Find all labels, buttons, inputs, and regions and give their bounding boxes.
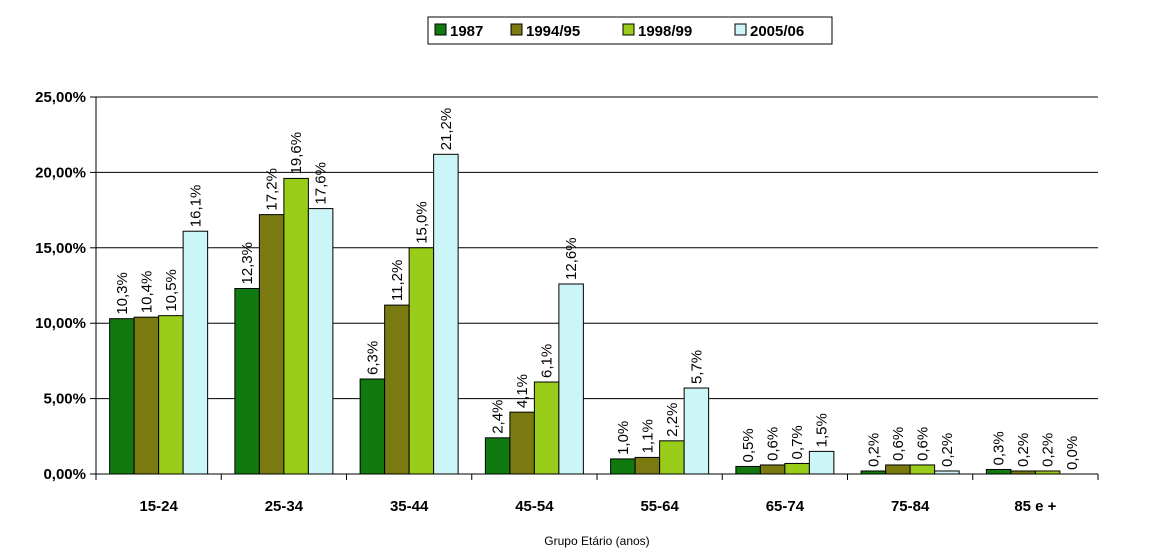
x-tick-label: 55-64 — [640, 498, 679, 515]
y-tick-label: 0,00% — [43, 466, 86, 483]
data-label: 0,2% — [865, 433, 882, 467]
data-label: 0,6% — [890, 427, 907, 461]
x-tick-label: 25-34 — [265, 498, 304, 515]
data-label: 12,6% — [563, 237, 580, 280]
data-label: 21,2% — [438, 108, 455, 151]
legend-label: 1998/99 — [638, 23, 692, 40]
data-label: 6,1% — [539, 344, 556, 378]
bar — [359, 378, 386, 475]
x-axis-title: Grupo Etário (anos) — [544, 534, 649, 548]
data-label: 11,2% — [389, 260, 406, 301]
bar — [283, 177, 309, 475]
bar — [408, 247, 435, 475]
bar — [683, 387, 710, 475]
data-label: 10,3% — [114, 272, 131, 315]
legend-swatch — [510, 23, 523, 36]
bar — [109, 318, 135, 475]
legend-label: 1987 — [450, 23, 483, 40]
bar — [533, 381, 560, 475]
data-label: 2,4% — [490, 400, 507, 434]
data-label: 10,4% — [138, 271, 155, 314]
bar — [558, 283, 584, 475]
bar — [659, 440, 685, 475]
bar — [1034, 470, 1061, 475]
data-label: 0,6% — [914, 427, 931, 461]
data-label: 0,2% — [1015, 433, 1032, 467]
bar — [860, 470, 887, 475]
data-label: 17,6% — [313, 162, 330, 205]
bar — [158, 315, 184, 475]
x-tick-label: 15-24 — [139, 498, 178, 515]
data-label: 2,2% — [664, 403, 681, 437]
y-tick-label: 20,00% — [35, 164, 86, 181]
bar — [784, 462, 810, 475]
bar — [133, 316, 160, 475]
data-label: 0,7% — [789, 425, 806, 459]
legend-swatch — [622, 23, 635, 36]
data-label: 0,0% — [1064, 436, 1081, 470]
bar — [307, 208, 334, 475]
bar — [384, 304, 410, 475]
x-tick-label: 35-44 — [390, 498, 429, 515]
data-label: 0,6% — [765, 427, 782, 461]
y-tick-label: 15,00% — [35, 240, 86, 257]
x-tick-label: 65-74 — [766, 498, 805, 515]
data-label: 0,5% — [740, 428, 757, 462]
x-tick-label: 75-84 — [891, 498, 930, 515]
y-tick-label: 25,00% — [35, 89, 86, 106]
bar — [484, 437, 511, 475]
bar — [808, 450, 835, 475]
data-label: 4,1% — [514, 374, 531, 408]
y-tick-label: 10,00% — [35, 315, 86, 332]
bar — [509, 411, 535, 475]
data-label: 16,1% — [187, 185, 204, 228]
data-label: 19,6% — [288, 132, 305, 175]
bar — [258, 214, 285, 475]
data-label: 1,0% — [615, 421, 632, 455]
bar — [885, 464, 911, 475]
bar — [735, 465, 761, 475]
legend-swatch — [434, 23, 447, 36]
bar — [1010, 470, 1036, 475]
data-label: 0,2% — [939, 433, 956, 467]
data-label: 15,0% — [413, 201, 430, 244]
data-label: 12,3% — [239, 242, 256, 285]
x-tick-label: 85 e + — [1014, 498, 1056, 515]
bar — [433, 153, 459, 475]
data-label: 0,3% — [991, 431, 1008, 465]
bar — [182, 230, 209, 475]
legend-label: 2005/06 — [750, 23, 804, 40]
data-label: 10,5% — [163, 269, 180, 312]
data-label: 0,2% — [1040, 433, 1057, 467]
legend-swatch — [734, 23, 747, 36]
bar — [759, 464, 786, 475]
bar — [934, 470, 960, 475]
legend-label: 1994/95 — [526, 23, 580, 40]
bar — [909, 464, 936, 475]
data-label: 1,1% — [639, 419, 656, 453]
bar — [985, 468, 1012, 475]
y-tick-label: 5,00% — [43, 391, 86, 408]
x-tick-label: 45-54 — [515, 498, 554, 515]
bar — [234, 288, 260, 475]
data-label: 1,5% — [814, 413, 831, 447]
data-label: 17,2% — [264, 168, 281, 211]
bar — [634, 456, 661, 475]
bar — [610, 458, 636, 475]
data-label: 5,7% — [688, 350, 705, 384]
data-label: 6,3% — [364, 341, 381, 375]
